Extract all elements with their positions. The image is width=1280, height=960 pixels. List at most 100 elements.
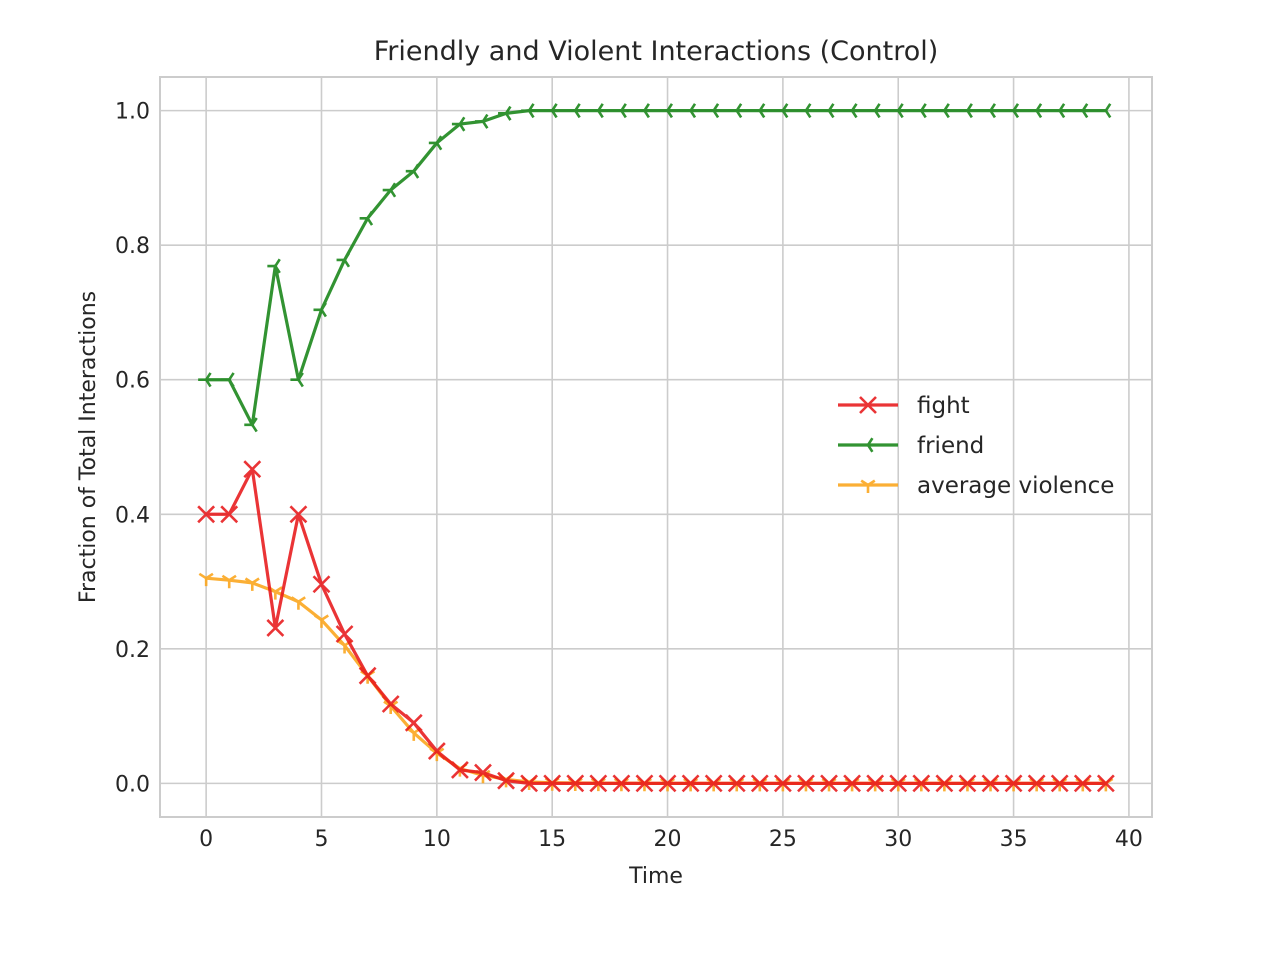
- legend: fight friend average violence: [838, 393, 1114, 499]
- data-point: [220, 505, 239, 524]
- x-tick-label: 30: [884, 827, 912, 852]
- data-point: [589, 774, 608, 793]
- legend-entry: [838, 479, 898, 493]
- data-point: [751, 103, 766, 119]
- data-point: [244, 417, 258, 433]
- data-point: [382, 182, 397, 198]
- data-point: [335, 625, 354, 643]
- data-point: [958, 774, 977, 793]
- x-tick-label: 10: [423, 827, 451, 852]
- y-tick-label: 0.8: [115, 234, 150, 259]
- y-axis-label: Fraction of Total Interactions: [76, 291, 101, 603]
- data-point: [797, 774, 815, 793]
- x-tick-label: 20: [654, 827, 682, 852]
- data-point: [221, 574, 237, 589]
- data-point: [358, 666, 377, 685]
- data-point: [613, 103, 627, 119]
- x-tick-label: 25: [769, 827, 797, 852]
- y-tick-label: 0.0: [115, 772, 150, 797]
- data-point: [520, 774, 539, 793]
- data-point: [450, 760, 469, 779]
- data-point: [267, 258, 281, 274]
- data-point: [1051, 103, 1066, 119]
- data-point: [428, 135, 443, 151]
- data-point: [336, 252, 351, 268]
- data-point: [750, 774, 769, 793]
- data-point: [313, 302, 327, 318]
- data-point: [821, 103, 835, 119]
- x-axis-label: Time: [628, 864, 683, 889]
- legend-label: friend: [917, 433, 984, 459]
- grid: [160, 77, 1152, 817]
- data-point: [843, 774, 862, 793]
- x-tick-labels: 0 5 10 15 20 25 30 35 40: [199, 827, 1143, 852]
- x-tick-label: 5: [314, 827, 328, 852]
- legend-label: fight: [917, 393, 970, 419]
- data-point: [243, 460, 262, 479]
- data-point: [704, 774, 723, 793]
- data-point: [543, 774, 562, 793]
- data-point: [474, 113, 489, 129]
- data-point: [1004, 774, 1023, 793]
- data-point: [290, 372, 304, 388]
- data-point: [773, 774, 792, 793]
- data-point: [936, 103, 950, 119]
- y-tick-label: 0.2: [115, 638, 150, 663]
- legend-label: average violence: [917, 473, 1114, 499]
- data-point: [1050, 774, 1069, 793]
- data-point: [451, 116, 466, 132]
- data-point: [567, 103, 581, 119]
- data-point: [198, 372, 212, 388]
- y-tick-label: 0.4: [115, 503, 150, 528]
- data-point: [312, 575, 331, 594]
- x-tick-label: 0: [199, 827, 213, 852]
- series-fight: [197, 460, 1115, 793]
- data-point: [405, 163, 420, 179]
- legend-entry: [838, 437, 898, 453]
- data-point: [889, 774, 908, 793]
- x-tick-label: 40: [1115, 827, 1143, 852]
- data-point: [860, 479, 876, 493]
- data-point: [221, 372, 235, 388]
- data-point: [890, 103, 904, 119]
- data-point: [290, 596, 306, 610]
- data-point: [474, 763, 492, 782]
- data-point: [1074, 103, 1089, 119]
- x-tick-label: 15: [538, 827, 566, 852]
- data-point: [659, 103, 674, 119]
- y-tick-label: 0.6: [115, 369, 150, 394]
- data-point: [313, 614, 329, 628]
- series-friend: [198, 103, 1112, 433]
- plot-frame: [159, 76, 1153, 818]
- data-point: [404, 713, 423, 732]
- data-point: [727, 774, 746, 793]
- legend-entry: [838, 396, 898, 414]
- series-line: [206, 576, 1106, 785]
- data-point: [1097, 103, 1112, 119]
- data-point: [636, 103, 650, 119]
- series-layer: [197, 103, 1115, 793]
- data-point: [935, 774, 954, 793]
- data-point: [544, 103, 558, 119]
- data-point: [844, 103, 858, 119]
- data-point: [266, 619, 285, 637]
- data-point: [590, 103, 604, 119]
- data-point: [359, 210, 374, 226]
- data-point: [497, 771, 515, 790]
- data-point: [681, 774, 700, 793]
- data-point: [244, 577, 260, 591]
- data-point: [959, 103, 973, 119]
- data-point: [566, 774, 585, 793]
- data-point: [820, 774, 838, 793]
- data-point: [612, 774, 631, 793]
- data-point: [912, 774, 931, 793]
- y-tick-label: 1.0: [115, 100, 150, 125]
- data-point: [498, 105, 512, 121]
- data-point: [705, 103, 720, 119]
- data-point: [1027, 774, 1046, 793]
- data-point: [860, 437, 874, 453]
- data-point: [197, 505, 216, 524]
- data-point: [859, 396, 877, 414]
- data-point: [1096, 774, 1115, 793]
